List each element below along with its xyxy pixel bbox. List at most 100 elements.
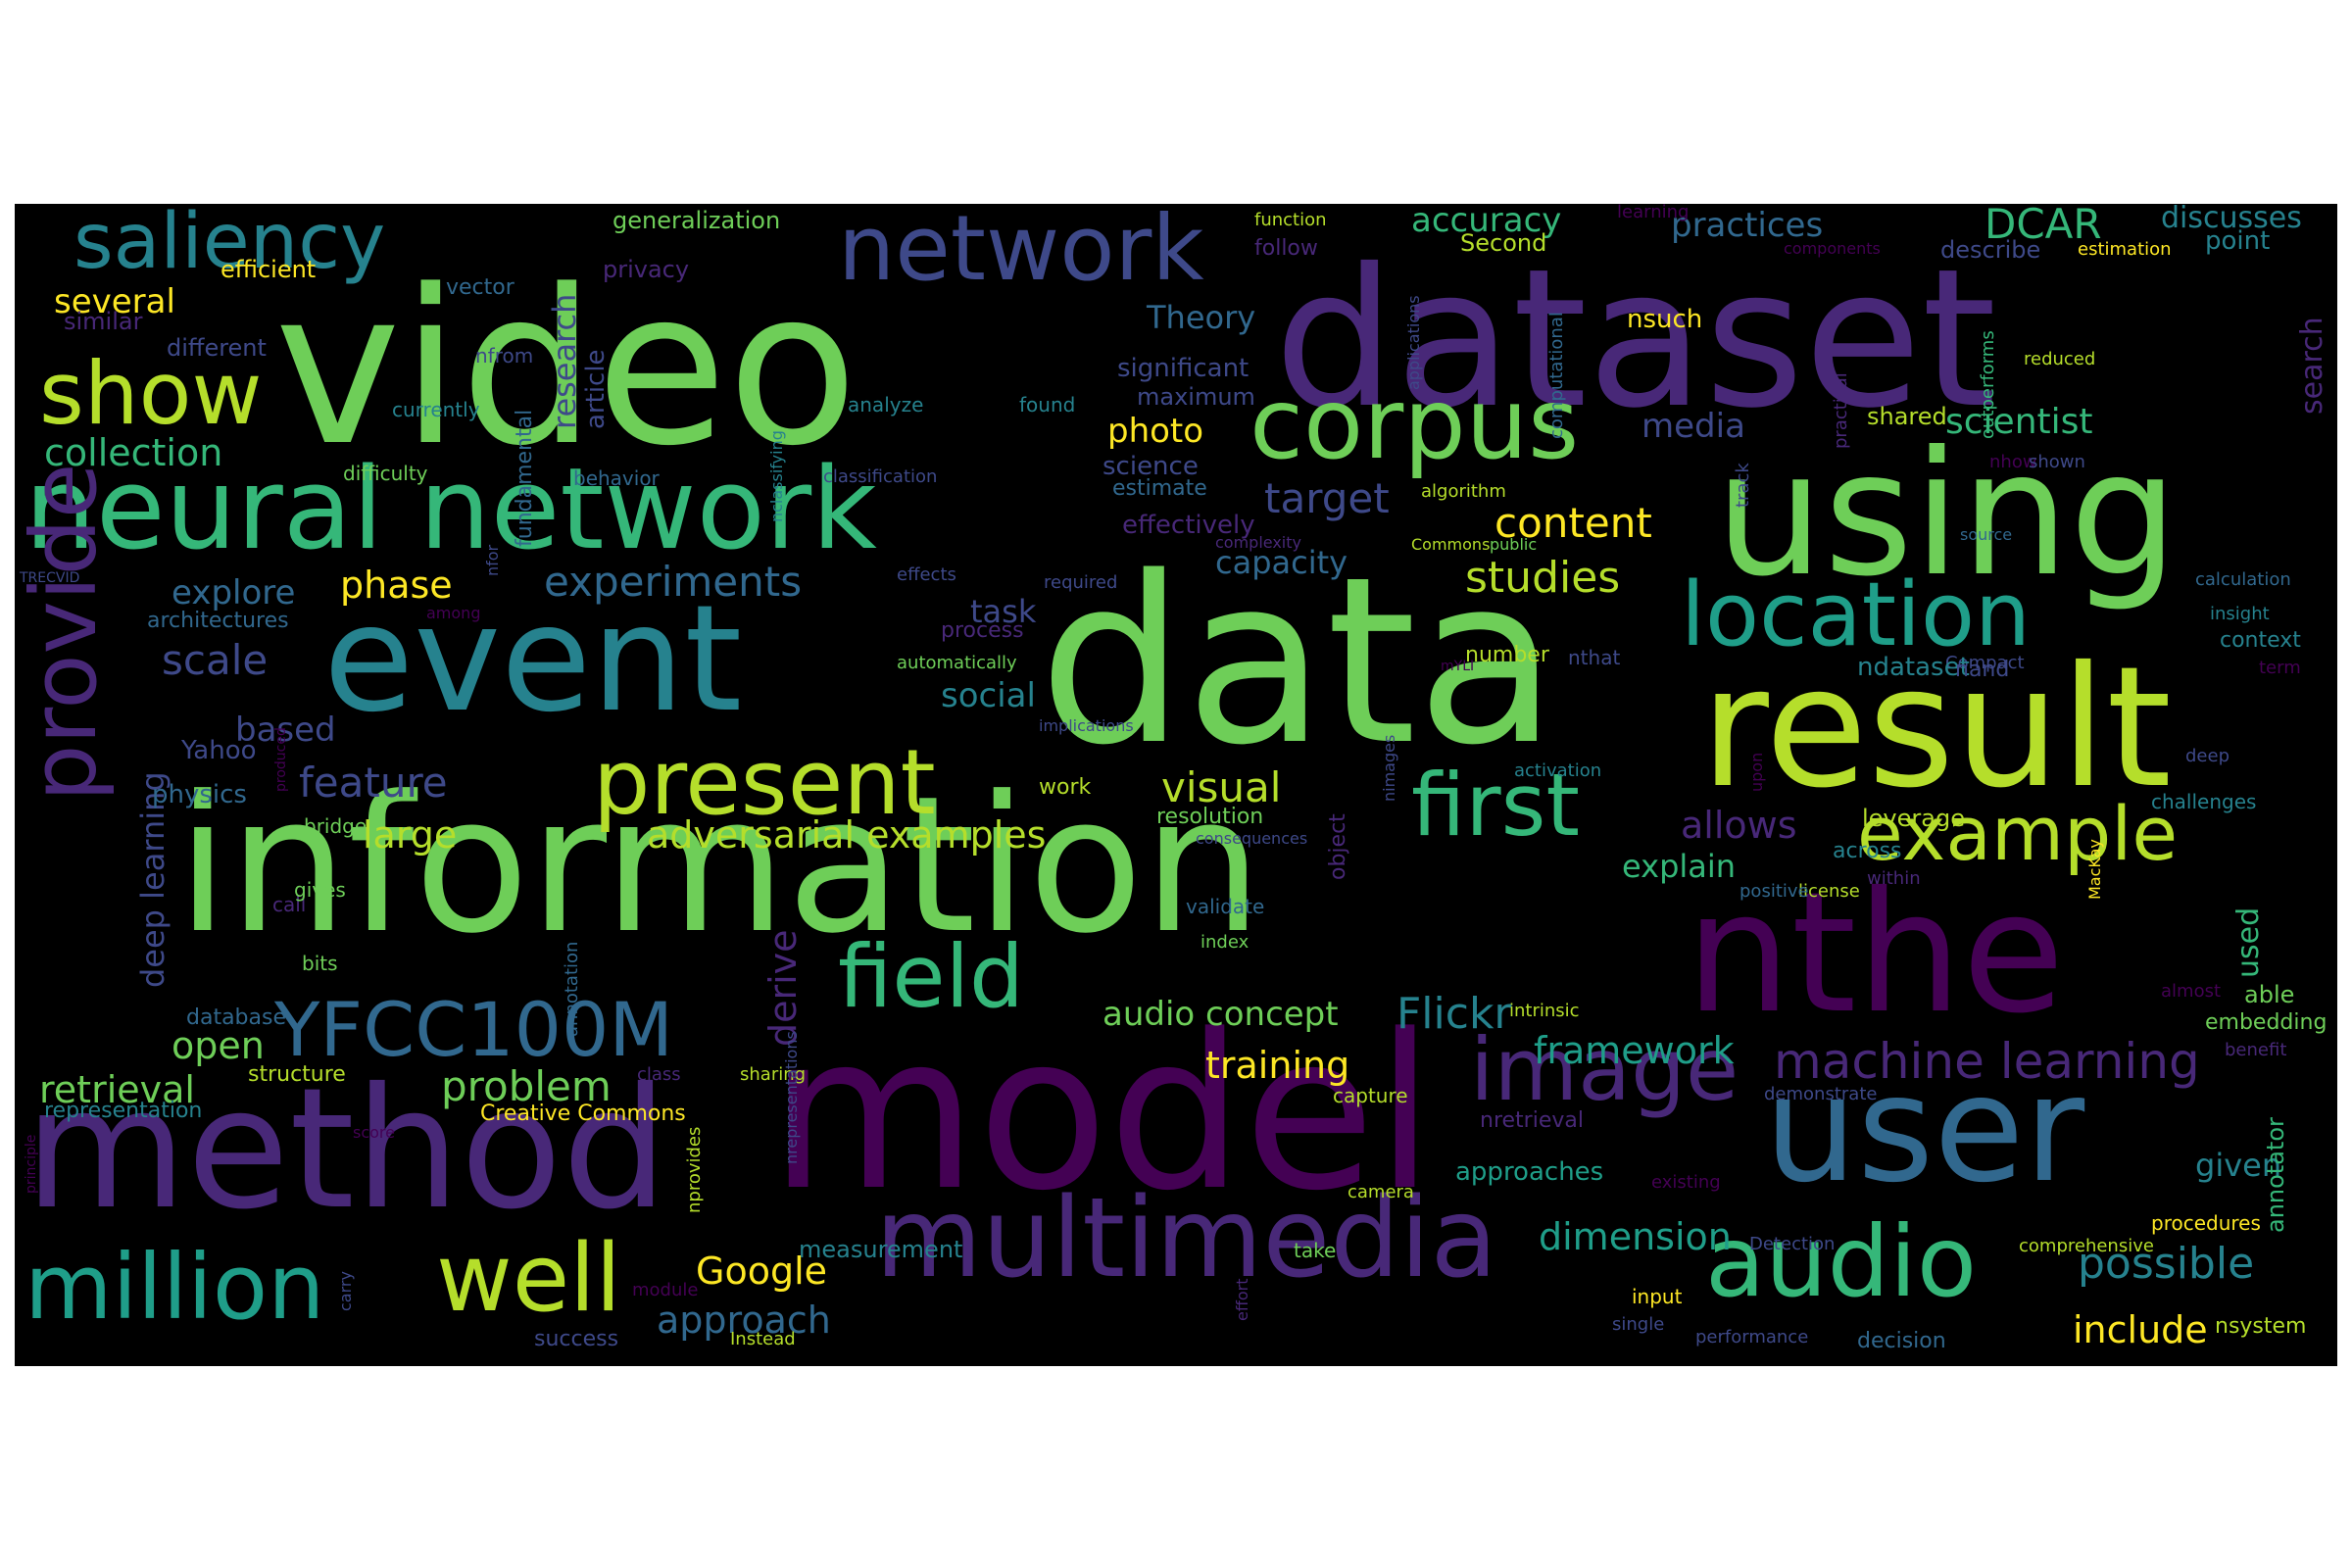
cloud-word: class: [637, 1064, 681, 1085]
cloud-word: capacity: [1215, 544, 1348, 581]
cloud-word: Detection: [1749, 1234, 1836, 1254]
word-cloud-canvas: video dataset data information model met…: [15, 204, 2337, 1366]
cloud-word: object: [1326, 813, 1350, 880]
cloud-word: training: [1205, 1044, 1350, 1087]
cloud-word: nand: [1955, 658, 2010, 682]
cloud-word: Instead: [730, 1329, 796, 1349]
cloud-word: effects: [897, 564, 956, 585]
cloud-word: index: [1200, 932, 1250, 953]
cloud-word: nsystem: [2215, 1314, 2307, 1339]
cloud-word: shared: [1867, 403, 1947, 430]
cloud-word: target: [1264, 474, 1390, 522]
cloud-word: audio concept: [1102, 995, 1339, 1034]
cloud-word: decision: [1857, 1329, 1946, 1353]
cloud-word: approach: [657, 1298, 831, 1342]
cloud-word: vector: [446, 275, 514, 300]
cloud-word: large: [363, 813, 458, 857]
cloud-word: scientist: [1945, 402, 2093, 442]
cloud-word: call: [272, 893, 307, 916]
cloud-word: task: [970, 593, 1037, 630]
cloud-word: Creative Commons: [480, 1102, 686, 1126]
cloud-word: components: [1784, 239, 1881, 258]
cloud-word: score: [353, 1123, 395, 1142]
cloud-word: complexity: [1215, 533, 1301, 552]
cloud-word: reduced: [2024, 349, 2096, 369]
cloud-word: allows: [1681, 804, 1797, 847]
cloud-word: camera: [1348, 1182, 1414, 1202]
cloud-word: process: [941, 618, 1024, 643]
cloud-word: explore: [172, 573, 296, 612]
cloud-word: take: [1294, 1239, 1337, 1262]
cloud-word: image: [1470, 1019, 1740, 1120]
cloud-word: discusses: [2161, 204, 2302, 235]
cloud-word: context: [2220, 628, 2301, 653]
cloud-word: input: [1632, 1285, 1683, 1308]
cloud-word: effort: [1233, 1278, 1251, 1321]
cloud-word: representation: [44, 1099, 203, 1123]
cloud-word: measurement: [799, 1236, 963, 1263]
cloud-word: demonstrate: [1764, 1084, 1878, 1104]
cloud-word: dataset: [1274, 227, 1997, 450]
cloud-word: method: [24, 1053, 668, 1247]
cloud-word: retrieval: [39, 1068, 195, 1111]
cloud-word: source: [1960, 525, 2013, 544]
cloud-word: feature: [299, 759, 448, 807]
cloud-word: single: [1612, 1314, 1665, 1335]
cloud-word: architectures: [147, 609, 289, 633]
cloud-word: procedures: [2151, 1211, 2261, 1235]
cloud-word: validate: [1186, 895, 1265, 918]
cloud-word: comprehensive: [2019, 1236, 2154, 1256]
cloud-word: within: [1867, 868, 1921, 889]
cloud-word: physics: [152, 780, 247, 809]
cloud-word: social: [941, 676, 1036, 715]
cloud-word: resolution: [1156, 805, 1264, 829]
cloud-word: nhow: [1989, 452, 2037, 472]
cloud-word: example: [1857, 790, 2179, 877]
cloud-word: science: [1102, 452, 1199, 481]
cloud-word: similar: [64, 308, 143, 335]
cloud-word: dimension: [1539, 1215, 1732, 1258]
cloud-word: machine learning: [1774, 1033, 2200, 1090]
cloud-word: success: [534, 1327, 619, 1351]
cloud-word: calculation: [2195, 569, 2291, 590]
cloud-word: produced: [273, 727, 289, 792]
cloud-word: content: [1494, 499, 1652, 547]
cloud-word: activation: [1514, 760, 1602, 781]
cloud-word: nfrom: [475, 344, 534, 368]
cloud-word: carry: [336, 1271, 355, 1311]
cloud-word: consequences: [1196, 829, 1308, 848]
cloud-word: nthat: [1568, 646, 1621, 669]
cloud-word: track: [1733, 463, 1753, 508]
cloud-word: found: [1019, 393, 1076, 416]
cloud-word: field: [838, 926, 1024, 1027]
cloud-word: nimages: [1380, 734, 1398, 802]
cloud-word: automatically: [897, 653, 1017, 673]
cloud-word: Second: [1460, 229, 1547, 257]
cloud-word: difficulty: [343, 462, 428, 485]
cloud-word: behavior: [573, 466, 660, 490]
cloud-word: result: [1700, 631, 2172, 825]
cloud-word: research: [546, 293, 583, 429]
cloud-word: approaches: [1455, 1157, 1604, 1187]
cloud-word: used: [2231, 906, 2266, 978]
cloud-word: embedding: [2205, 1010, 2328, 1035]
cloud-word: include: [2073, 1308, 2208, 1351]
cloud-word: framework: [1534, 1029, 1735, 1072]
cloud-word: ndataset: [1857, 653, 1970, 682]
cloud-word: location: [1681, 564, 2032, 666]
cloud-word: module: [632, 1280, 699, 1300]
cloud-word: across: [1833, 839, 1902, 863]
cloud-word: first: [1411, 755, 1580, 856]
cloud-word: Google: [696, 1250, 828, 1293]
cloud-word: based: [235, 710, 336, 750]
cloud-word: annotator: [2262, 1117, 2289, 1233]
cloud-word: present: [593, 730, 936, 835]
cloud-word: well: [436, 1225, 621, 1333]
cloud-word: derive: [761, 929, 805, 1047]
cloud-word: scale: [162, 636, 269, 684]
cloud-word: Compact: [1945, 653, 2025, 673]
cloud-word: several: [54, 282, 175, 321]
cloud-word: sharing: [740, 1064, 807, 1085]
cloud-word: article: [581, 349, 611, 429]
cloud-word: practical: [1831, 372, 1851, 449]
